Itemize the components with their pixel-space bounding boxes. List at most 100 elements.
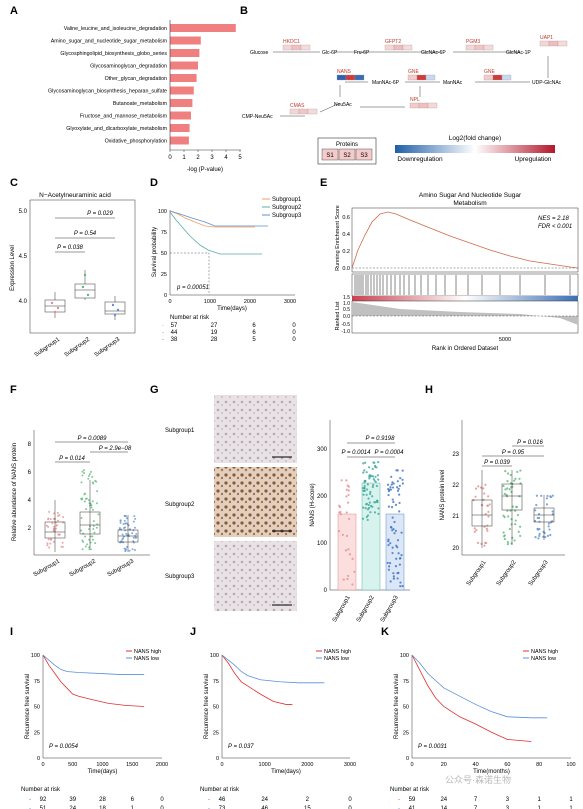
h-dot [516,470,519,473]
d-x-label: Time(days) [217,306,247,312]
d-xtick-3000: 3000 [284,299,296,305]
g-dot [338,505,342,509]
f-dot [135,533,138,536]
km-k-risk-marker-1: - [398,806,400,809]
f-dot [46,542,49,545]
h-dot [487,515,490,518]
g-dot [396,480,399,483]
g-dot [366,483,369,486]
f-pval-2: P = 0.014 [59,456,85,462]
g-dot [376,474,379,477]
e-x-label: Rank in Ordered Dataset [432,346,499,352]
f-dot [86,543,89,546]
f-dot [135,536,138,539]
g-dot [396,577,399,580]
h-pval-1: P = 0.95 [502,450,525,456]
g-dot [401,469,404,472]
e-title-2: Metabolism [453,200,486,207]
km-j-legend-high: NANS high [324,649,351,655]
e-fdr: FDR < 0.001 [538,224,572,230]
g-group-2: Subgroup2 [356,594,376,623]
g-dot [390,506,394,509]
f-dot [84,497,87,500]
d-ytick-0: 0 [164,293,167,299]
f-dot [88,548,91,551]
panel-label-k: K [381,626,389,638]
km-j-ytick-2: 50 [213,705,219,711]
km-k-curve-low [411,654,548,719]
km-k-ytick-0: 0 [406,756,409,762]
h-dot [515,505,518,508]
e-nes: NES = 2.18 [538,216,570,222]
km-j-ytick-4: 100 [210,653,219,659]
h-ytick-22: 22 [452,483,459,489]
a-bar-0 [170,24,236,32]
f-pval-0: P = 0.0089 [78,436,108,442]
km-i-risk-title: Number at risk [21,787,61,793]
g-dot [396,539,400,542]
km-i-xtick-4: 2000 [156,762,168,768]
d-y-label: Survival probability [152,227,158,277]
d-pval: p = 0.00051 [176,285,209,291]
a-category-5: Glycosaminoglycan_biosynthesis_heparan_s… [48,89,167,95]
f-dot [124,522,127,525]
km-i-xtick-1: 500 [68,762,77,768]
g-dot [387,568,391,571]
g-dot [394,529,397,532]
panel-label-e: E [320,177,327,189]
e-ytick-0.6: 0.6 [342,215,350,221]
km-k-xtick-0: 0 [410,762,413,768]
c-group-3: Subgroup3 [94,336,122,358]
c-ytick-4.0: 4.0 [19,299,28,305]
d-risk-marker-0: - [162,323,164,329]
g-dot [386,483,390,486]
fold-change-high: Upregulation [515,156,552,163]
km-k-xtick-1: 20 [441,762,447,768]
c-pval-0: P = 0.029 [87,211,113,217]
h-y-label: NANS protein level [440,470,446,521]
km-i-x-label: Time(days) [88,769,118,775]
f-dot [119,521,122,524]
f-dot [91,538,94,541]
km-i-xtick-3: 1500 [126,762,138,768]
f-dot [89,548,92,551]
g-dot [368,475,371,478]
g-dot [389,486,392,489]
panel-g-ihc: Subgroup1 Subgroup2 Subgroup3 0 100 200 … [165,395,410,623]
e-y-label-1: Running Enrichment Score [335,205,341,271]
g-dot [351,583,354,586]
g-dot [364,461,367,464]
g-dot [401,482,404,485]
h-dot [503,492,506,495]
a-x-label: -log (P-value) [187,167,223,173]
g-row-2: Subgroup2 [165,502,195,508]
g-dot [340,479,343,482]
f-dot [87,475,90,478]
f-dot [49,538,52,541]
km-j-xtick-2: 2000 [301,762,313,768]
e-title-1: Amino Sugar And Nucleotide Sugar [419,192,522,199]
h-dot [545,503,549,506]
h-dot [513,539,516,542]
g-dot [374,475,377,478]
f-dot [80,498,83,501]
km-k-xtick-2: 40 [473,762,479,768]
km-k-risk-1-2: 7 [474,806,478,809]
watermark: 公众号·森诺生物 [445,774,511,785]
h-dot [506,480,509,483]
f-dot [133,515,136,518]
km-i-risk-0-0: 92 [40,797,47,803]
km-i-risk-0-2: 28 [99,797,106,803]
f-dot [92,520,95,523]
h-dot [477,485,480,488]
g-dot [396,572,399,575]
km-i-xtick-0: 0 [41,762,44,768]
g-dot [367,497,370,500]
h-dot [504,488,507,491]
f-dot [88,538,91,541]
g-ytick-100: 100 [317,541,328,547]
g-dot [398,510,401,513]
h-dot [473,527,476,530]
